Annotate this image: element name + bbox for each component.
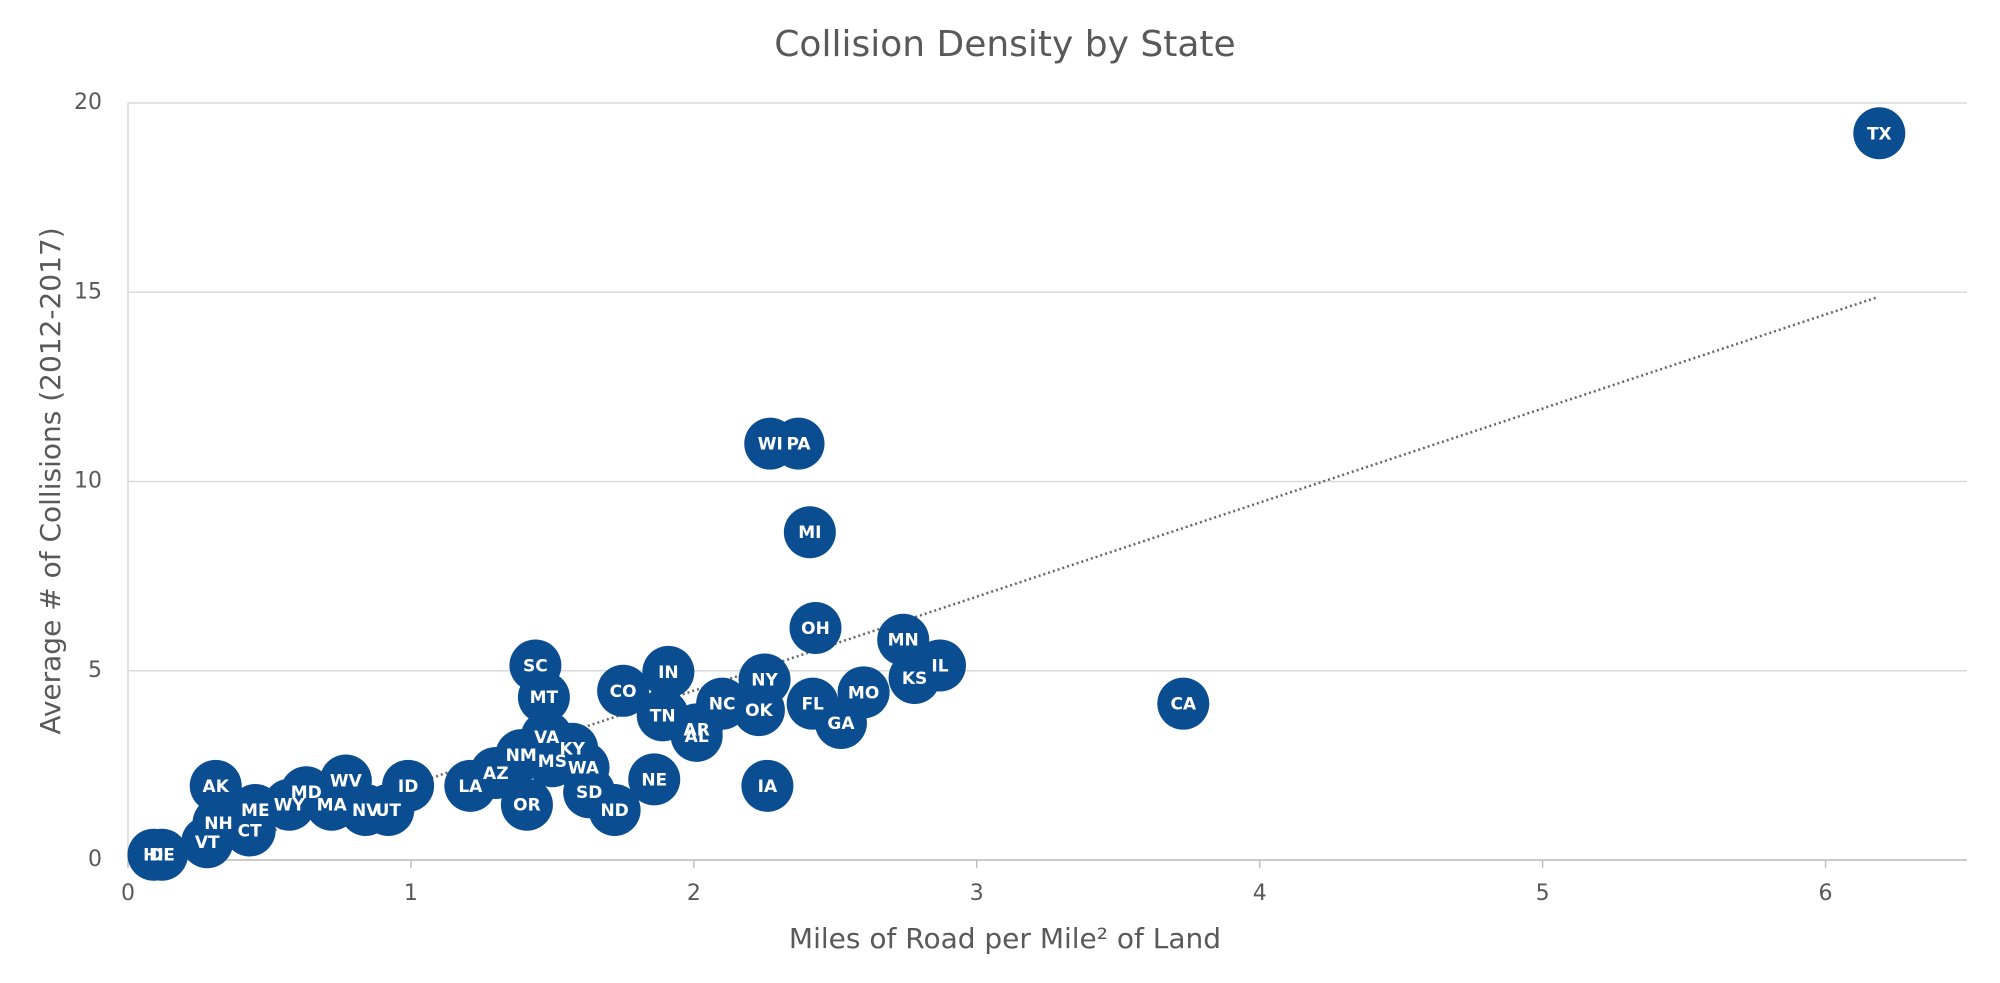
x-tick-label: 4: [1253, 881, 1267, 906]
y-tick-label: 15: [74, 279, 102, 304]
point: [642, 645, 695, 698]
point-label: LA: [458, 777, 483, 797]
point-label: MO: [848, 683, 879, 703]
point: [738, 653, 791, 706]
point-label: TN: [650, 706, 676, 726]
point-label: MI: [798, 523, 821, 543]
point-label: TX: [1867, 124, 1892, 144]
chart-title: Collision Density by State: [774, 24, 1235, 65]
point: [786, 677, 839, 730]
point: [135, 828, 188, 881]
point-label: PA: [786, 435, 811, 455]
point-label: HI: [143, 846, 164, 866]
point-label: OR: [513, 796, 541, 816]
point-label: MT: [530, 688, 559, 708]
point-label: NH: [204, 814, 232, 834]
point-label: WY: [274, 796, 306, 816]
point: [500, 778, 553, 831]
point-label: AK: [203, 777, 230, 797]
point-label: ME: [241, 801, 270, 821]
y-tick-label: 10: [74, 469, 102, 494]
point-label: UT: [376, 801, 402, 821]
x-tick-label: 0: [121, 881, 135, 906]
point-label: SD: [576, 783, 602, 803]
y-tick-label: 0: [88, 847, 102, 872]
point-label: IA: [758, 777, 778, 797]
y-tick-label: 20: [74, 90, 102, 115]
point: [628, 753, 681, 806]
point: [1853, 107, 1906, 160]
point-label: FL: [801, 695, 824, 715]
point: [888, 651, 941, 704]
point-label: WV: [330, 772, 363, 792]
point-label: SC: [523, 656, 548, 676]
x-tick-label: 6: [1819, 881, 1833, 906]
point-label: ND: [600, 801, 628, 821]
x-tick-label: 1: [404, 881, 418, 906]
point-label: GA: [827, 714, 855, 734]
point-label: DE: [149, 846, 175, 866]
y-tick-label: 5: [88, 658, 102, 683]
point: [517, 671, 570, 724]
point: [181, 816, 234, 869]
point-label: VT: [195, 833, 220, 853]
point-label: ID: [398, 777, 418, 797]
point-label: MA: [317, 796, 348, 816]
y-axis-label: Average # of Collisions (2012-2017): [34, 227, 67, 734]
point-label: IL: [931, 656, 948, 676]
point-label: NY: [751, 670, 778, 690]
point-label: OH: [801, 619, 830, 639]
point-label: OK: [745, 701, 773, 721]
x-axis-label: Miles of Road per Mile² of Land: [789, 922, 1221, 955]
point-label: CA: [1170, 695, 1196, 715]
point-label: NM: [506, 746, 537, 766]
point-label: KS: [902, 669, 927, 689]
point-label: MN: [888, 631, 919, 651]
point: [1157, 677, 1210, 730]
point-label: MS: [538, 752, 567, 772]
point-label: AL: [685, 727, 709, 747]
point-label: WI: [758, 435, 783, 455]
point: [444, 759, 497, 812]
point: [772, 417, 825, 470]
point-label: MD: [291, 783, 322, 803]
x-tick-label: 5: [1536, 881, 1550, 906]
point: [789, 601, 842, 654]
point: [189, 759, 242, 812]
point: [597, 664, 650, 717]
point: [636, 689, 689, 742]
point-label: NE: [641, 770, 667, 790]
point-label: VA: [534, 728, 560, 748]
point-label: CT: [238, 821, 262, 841]
point-label: KY: [559, 740, 585, 760]
point: [783, 506, 836, 559]
point-label: AZ: [483, 764, 508, 784]
point-label: NV: [352, 801, 380, 821]
point-label: WA: [568, 759, 600, 779]
point-label: NC: [709, 695, 736, 715]
x-tick-label: 2: [687, 881, 701, 906]
point-label: AR: [684, 720, 710, 740]
point-label: CO: [610, 682, 637, 702]
point: [741, 759, 794, 812]
x-tick-label: 3: [970, 881, 984, 906]
point-label: IN: [658, 663, 679, 683]
trendline: [184, 296, 1877, 862]
